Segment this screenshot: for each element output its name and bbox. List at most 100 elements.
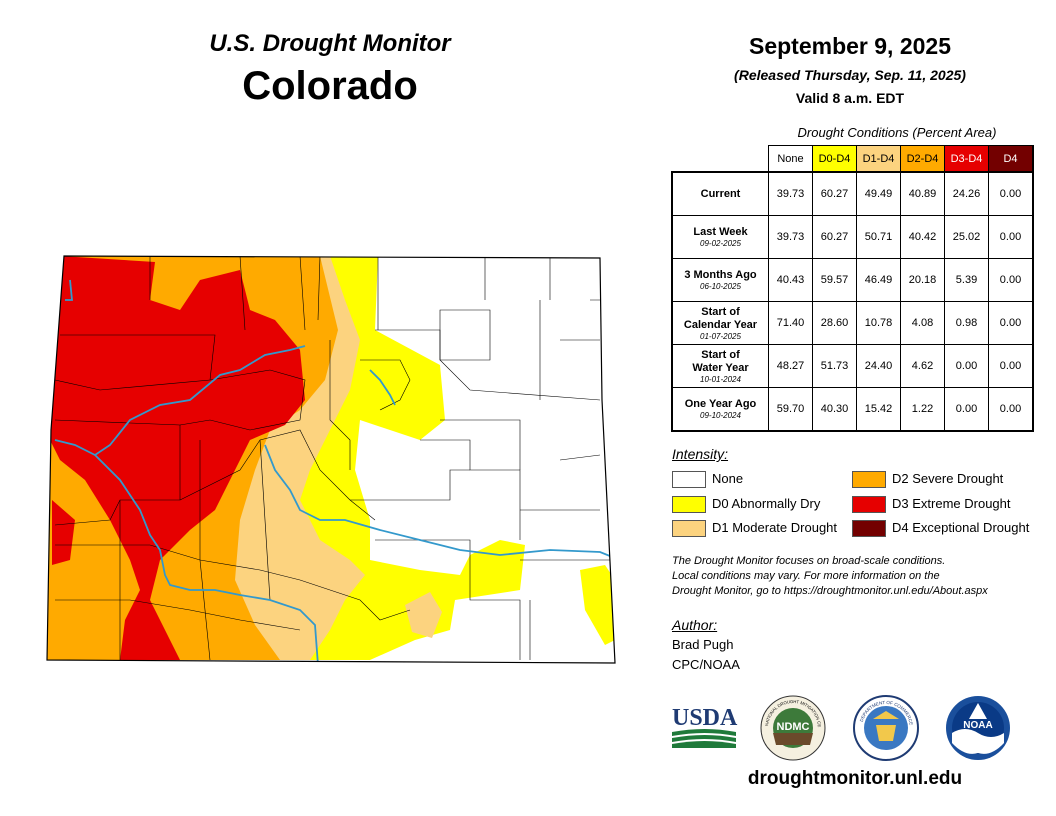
table-row: Last Week 09-02-2025 39.73 60.27 50.71 40.42 2… [671, 215, 1034, 259]
legend-item: D3 Extreme Drought [852, 495, 1011, 514]
map-subtitle: U.S. Drought Monitor [209, 30, 451, 57]
row-label-line: Calendar Year [683, 318, 758, 331]
table-cell: 60.27 [812, 171, 857, 216]
table-row: One Year Ago 09-10-2024 59.70 40.30 15.42 1.2… [671, 387, 1034, 432]
table-cell: 20.18 [900, 258, 945, 302]
table-cell: 0.00 [988, 387, 1034, 432]
table-cell: 0.98 [944, 301, 989, 345]
legend-label: D3 Extreme Drought [892, 496, 1011, 511]
table-cell: 24.40 [856, 344, 901, 388]
legend-item: D2 Severe Drought [852, 470, 1003, 489]
legend-swatch [672, 471, 706, 489]
table-body: Current 39.73 60.27 49.49 40.89 24.26 0.00 Last… [671, 171, 1034, 432]
table-cell: 40.30 [812, 387, 857, 432]
column-header-none: None [768, 145, 813, 173]
author-name: Brad Pugh [672, 637, 734, 652]
table-row: Start of Water Year 10-01-2024 48.27 51.73 24… [671, 344, 1034, 388]
table-cell: 4.08 [900, 301, 945, 345]
table-row: Current 39.73 60.27 49.49 40.89 24.26 0.00 [671, 171, 1034, 216]
table-cell: 0.00 [988, 344, 1034, 388]
table-cell: 25.02 [944, 215, 989, 259]
footer-website[interactable]: droughtmonitor.unl.edu [747, 768, 963, 789]
table-cell: 0.00 [988, 171, 1034, 216]
legend-swatch [852, 520, 886, 538]
table-cell: 49.49 [856, 171, 901, 216]
disclaimer-note: The Drought Monitor focuses on broad-sca… [672, 554, 1042, 599]
table-cell: 0.00 [988, 215, 1034, 259]
row-label-line: 3 Months Ago [684, 269, 757, 281]
table-cell: 24.26 [944, 171, 989, 216]
row-label-line: Start of [701, 305, 740, 318]
table-cell: 40.43 [768, 258, 813, 302]
rivers [54, 279, 615, 663]
row-date: 10-01-2024 [700, 374, 741, 384]
table-cell: 71.40 [768, 301, 813, 345]
row-label: Last Week 09-02-2025 [671, 215, 769, 259]
column-header-d4: D4 [988, 145, 1034, 173]
table-row: 3 Months Ago 06-10-2025 40.43 59.57 46.49 20.… [671, 258, 1034, 302]
row-label: Start of Calendar Year 01-07-2025 [671, 301, 769, 345]
table-corner [672, 146, 769, 173]
row-label: Current [671, 171, 769, 216]
table-cell: 59.57 [812, 258, 857, 302]
legend-label: D1 Moderate Drought [712, 520, 838, 535]
map-title-state: Colorado [242, 64, 418, 108]
table-cell: 1.22 [900, 387, 945, 432]
map-date: September 9, 2025 [748, 33, 951, 59]
legend-swatch [852, 471, 886, 489]
table-cell: 40.89 [900, 171, 945, 216]
column-header-d0-d4: D0-D4 [812, 145, 857, 173]
table-cell: 40.42 [900, 215, 945, 259]
legend-item: D4 Exceptional Drought [852, 519, 1030, 538]
legend-item: D1 Moderate Drought [672, 519, 838, 538]
table-header-row: None D0-D4 D1-D4 D2-D4 D3-D4 D4 [672, 145, 1034, 173]
row-label: 3 Months Ago 06-10-2025 [671, 258, 769, 302]
table-cell: 39.73 [768, 171, 813, 216]
d1-south-patch [405, 592, 442, 638]
row-label-line: Current [700, 187, 741, 200]
author-heading: Author: [672, 617, 718, 633]
note-line: Local conditions may vary. For more info… [672, 570, 940, 582]
table-cell: 51.73 [812, 344, 857, 388]
row-label-line: Last Week [693, 226, 748, 238]
table-cell: 46.49 [856, 258, 901, 302]
table-cell: 0.00 [988, 258, 1034, 302]
note-line: Drought Monitor, go to https://droughtmo… [672, 585, 988, 597]
valid-time: Valid 8 a.m. EDT [795, 90, 905, 106]
legend-item: D0 Abnormally Dry [672, 495, 820, 514]
drought-conditions-table: None D0-D4 D1-D4 D2-D4 D3-D4 D4 Current 39.73 6… [671, 145, 1034, 432]
author-org: CPC/NOAA [672, 657, 740, 672]
legend-swatch [852, 496, 886, 514]
table-caption: Drought Conditions (Percent Area) [797, 125, 997, 140]
table-cell: 0.00 [944, 344, 989, 388]
row-date: 09-02-2025 [700, 239, 741, 248]
table-cell: 5.39 [944, 258, 989, 302]
legend-label: D4 Exceptional Drought [892, 520, 1030, 535]
legend-swatch [672, 520, 706, 538]
column-header-d2-d4: D2-D4 [900, 145, 945, 173]
state-outline [46, 255, 616, 664]
table-row: Start of Calendar Year 01-07-2025 71.40 28.6… [671, 301, 1034, 345]
table-cell: 28.60 [812, 301, 857, 345]
row-date: 06-10-2025 [700, 282, 741, 291]
legend-heading: Intensity: [672, 446, 729, 462]
noaa-logo-text: NOAA [963, 720, 992, 731]
table-cell: 60.27 [812, 215, 857, 259]
release-date: (Released Thursday, Sep. 11, 2025) [734, 67, 966, 83]
table-cell: 10.78 [856, 301, 901, 345]
d3-southwest-patch [52, 500, 75, 565]
commerce-logo: DEPARTMENT OF COMMERCE [853, 695, 919, 761]
table-cell: 15.42 [856, 387, 901, 432]
table-cell: 39.73 [768, 215, 813, 259]
usda-logo-text: USDA [672, 705, 738, 731]
ndmc-logo-text: NDMC [777, 721, 810, 733]
d0-east-patch [580, 565, 615, 645]
colorado-drought-map [46, 255, 616, 664]
column-header-d3-d4: D3-D4 [944, 145, 989, 173]
table-cell: 0.00 [988, 301, 1034, 345]
table-cell: 0.00 [944, 387, 989, 432]
county-boundaries [54, 256, 610, 661]
noaa-logo: NOAA [946, 696, 1010, 760]
note-line: The Drought Monitor focuses on broad-sca… [672, 555, 946, 567]
legend-item: None [672, 470, 743, 489]
